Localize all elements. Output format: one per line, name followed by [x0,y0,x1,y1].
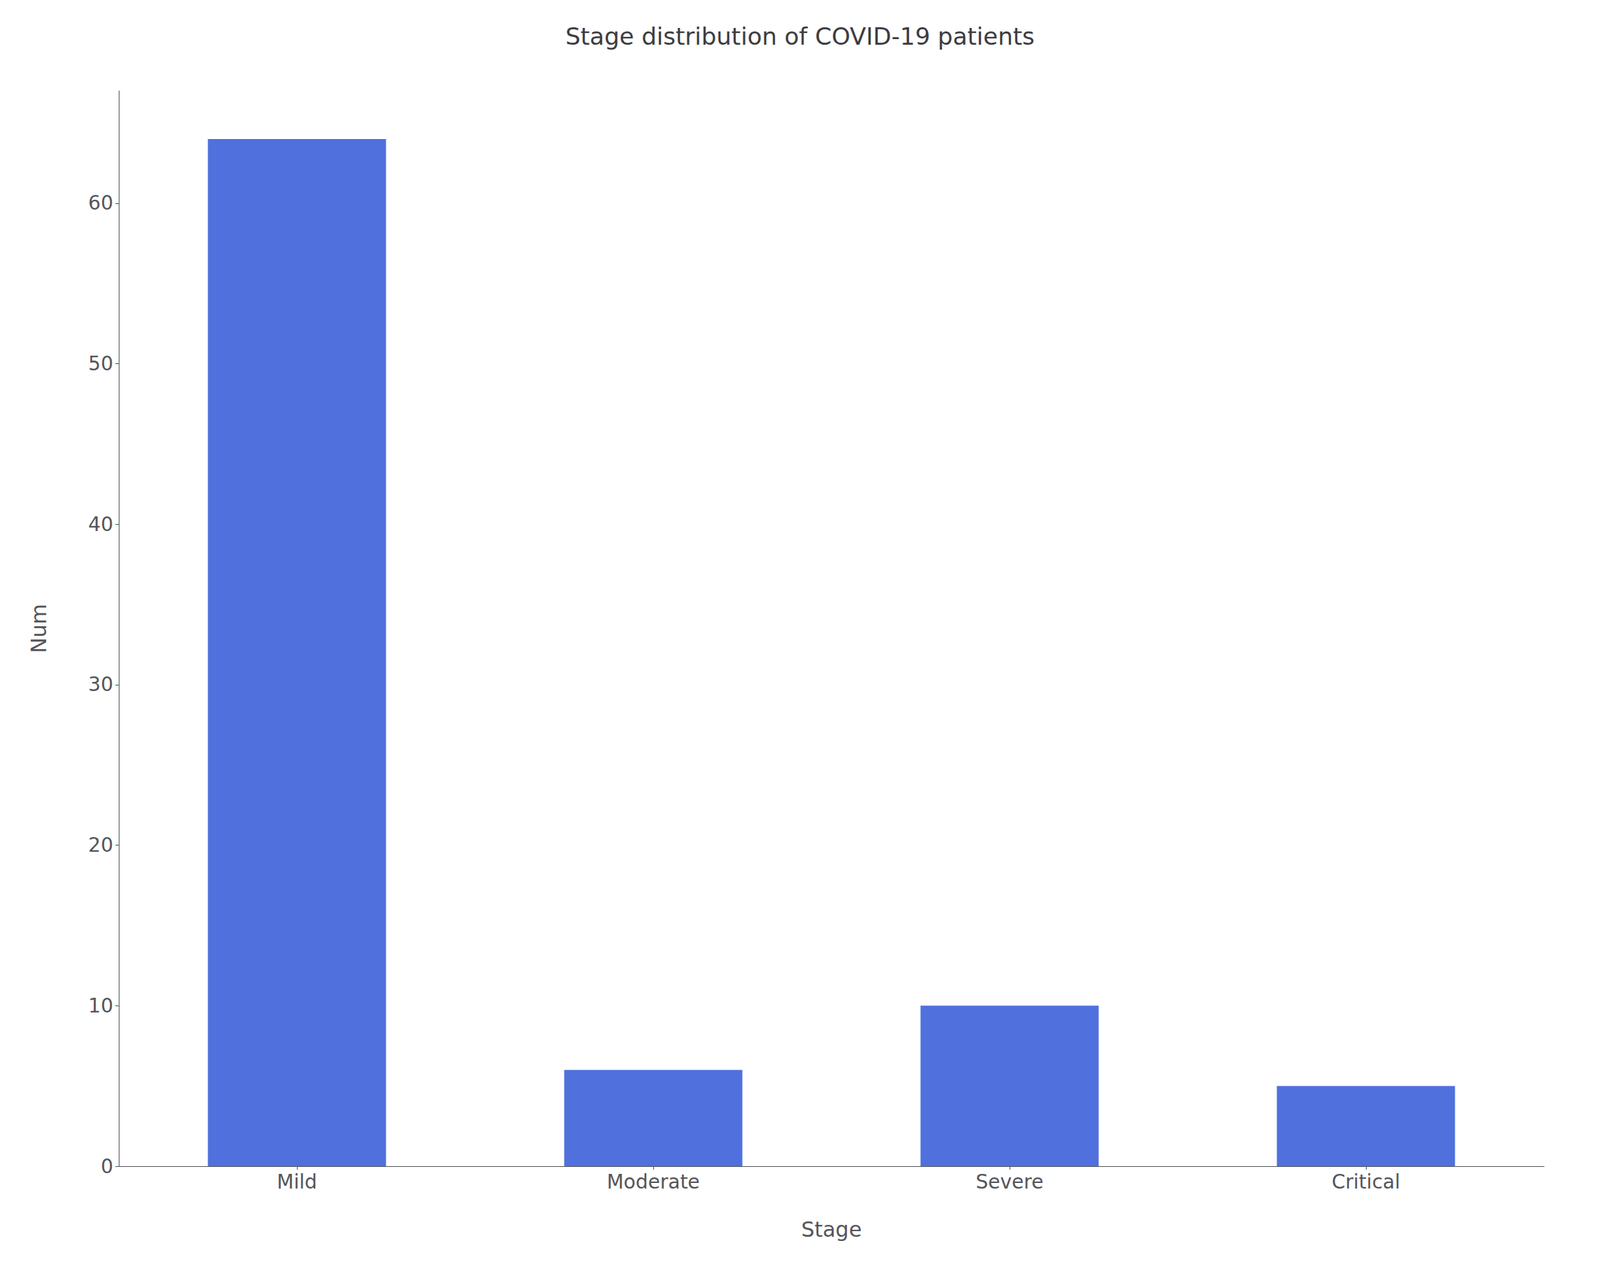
svg-text:0: 0 [100,1154,114,1178]
svg-text:Stage: Stage [801,1217,863,1242]
svg-text:40: 40 [88,512,114,536]
svg-text:Moderate: Moderate [606,1170,700,1194]
svg-text:Num: Num [26,603,52,654]
svg-text:20: 20 [88,833,114,857]
svg-text:Critical: Critical [1331,1170,1401,1194]
svg-text:Mild: Mild [276,1170,318,1194]
svg-text:50: 50 [88,352,114,376]
svg-text:30: 30 [88,672,114,696]
svg-text:10: 10 [88,994,114,1018]
svg-text:Severe: Severe [976,1170,1044,1194]
svg-text:Stage distribution of COVID-19: Stage distribution of COVID-19 patients [565,22,1035,51]
svg-text:60: 60 [88,191,114,215]
